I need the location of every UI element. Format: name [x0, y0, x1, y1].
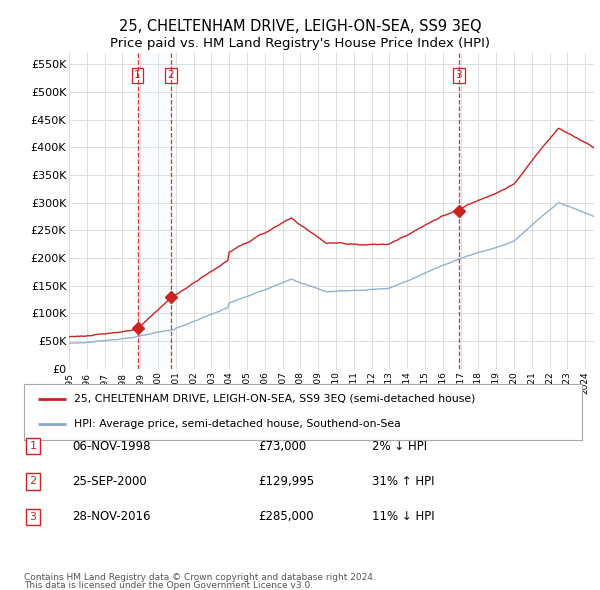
Text: £285,000: £285,000 [258, 510, 314, 523]
Text: £129,995: £129,995 [258, 475, 314, 488]
Text: Contains HM Land Registry data © Crown copyright and database right 2024.: Contains HM Land Registry data © Crown c… [24, 572, 376, 582]
Text: 2: 2 [167, 70, 174, 80]
Text: 2: 2 [29, 477, 37, 486]
Text: 11% ↓ HPI: 11% ↓ HPI [372, 510, 434, 523]
Text: 2% ↓ HPI: 2% ↓ HPI [372, 440, 427, 453]
Text: 25, CHELTENHAM DRIVE, LEIGH-ON-SEA, SS9 3EQ (semi-detached house): 25, CHELTENHAM DRIVE, LEIGH-ON-SEA, SS9 … [74, 394, 476, 404]
Text: 06-NOV-1998: 06-NOV-1998 [72, 440, 151, 453]
Text: HPI: Average price, semi-detached house, Southend-on-Sea: HPI: Average price, semi-detached house,… [74, 419, 401, 430]
Text: 1: 1 [29, 441, 37, 451]
Text: £73,000: £73,000 [258, 440, 306, 453]
Text: 3: 3 [455, 70, 462, 80]
Text: 25, CHELTENHAM DRIVE, LEIGH-ON-SEA, SS9 3EQ: 25, CHELTENHAM DRIVE, LEIGH-ON-SEA, SS9 … [119, 19, 481, 34]
Text: 3: 3 [29, 512, 37, 522]
Text: 28-NOV-2016: 28-NOV-2016 [72, 510, 151, 523]
Text: 1: 1 [134, 70, 141, 80]
Text: Price paid vs. HM Land Registry's House Price Index (HPI): Price paid vs. HM Land Registry's House … [110, 37, 490, 50]
Text: 31% ↑ HPI: 31% ↑ HPI [372, 475, 434, 488]
Text: This data is licensed under the Open Government Licence v3.0.: This data is licensed under the Open Gov… [24, 581, 313, 590]
Text: 25-SEP-2000: 25-SEP-2000 [72, 475, 147, 488]
Bar [137, 53, 171, 369]
